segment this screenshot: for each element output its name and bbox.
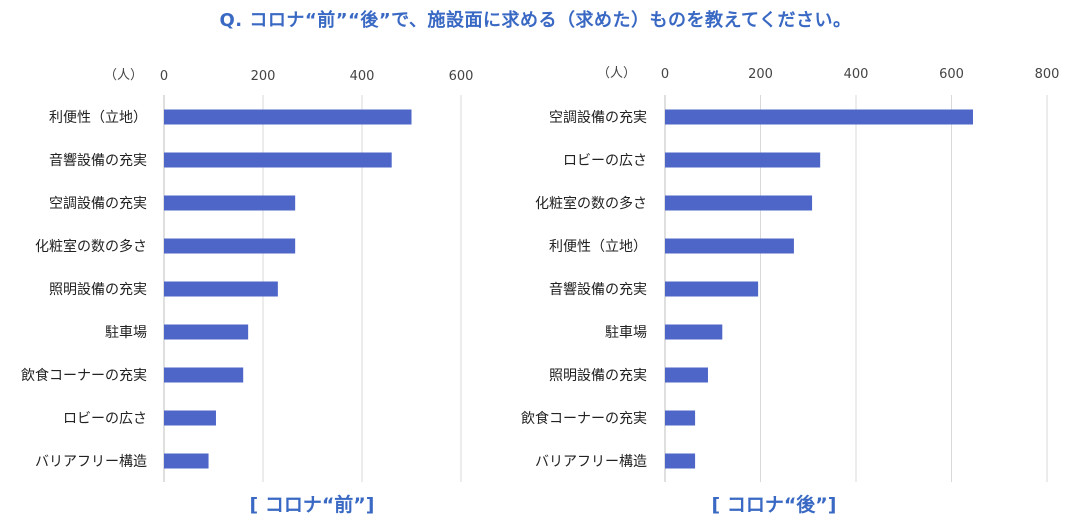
after-tick-label: 800	[1035, 67, 1060, 82]
before-category-label: 利便性（立地）	[49, 110, 147, 126]
chart-subtitle-after: [ コロナ“後”]	[711, 494, 837, 516]
before-category-label: 飲食コーナーの充実	[21, 367, 147, 384]
before-category-label: 空調設備の充実	[49, 196, 147, 212]
after-category-label: 音響設備の充実	[549, 281, 647, 298]
before-bar	[164, 152, 392, 168]
before-bar	[164, 238, 296, 254]
after-tick-label: 400	[844, 67, 869, 82]
chart-subtitle-before: [ コロナ“前”]	[249, 494, 375, 516]
before-bar	[164, 195, 296, 211]
before-category-label: 音響設備の充実	[49, 152, 147, 169]
before-category-label: バリアフリー構造	[35, 454, 147, 470]
before-tick-label: 400	[350, 69, 375, 84]
after-unit-label: （人）	[597, 66, 636, 81]
before-bar	[164, 324, 249, 340]
before-category-label: 化粧室の数の多さ	[35, 238, 147, 255]
before-bar	[164, 410, 216, 426]
after-bar	[665, 238, 794, 254]
after-tick-label: 200	[748, 67, 773, 82]
after-bar	[665, 281, 759, 297]
after-bar	[665, 410, 696, 426]
before-bar	[164, 281, 278, 297]
after-category-label: ロビーの広さ	[563, 153, 647, 169]
after-bar	[665, 453, 696, 469]
after-category-label: 駐車場	[605, 324, 647, 341]
after-category-label: 化粧室の数の多さ	[535, 195, 647, 212]
after-tick-label: 600	[939, 67, 964, 82]
after-category-label: バリアフリー構造	[535, 454, 647, 470]
page-title: Q. コロナ“前”“後”で、施設面に求める（求めた）ものを教えてください。	[219, 10, 852, 31]
after-category-label: 利便性（立地）	[549, 239, 647, 255]
after-bar	[665, 324, 723, 340]
after-bar	[665, 109, 973, 125]
before-category-label: ロビーの広さ	[63, 411, 147, 427]
before-bar	[164, 367, 244, 383]
after-bar	[665, 152, 821, 168]
before-tick-label: 0	[160, 69, 168, 84]
before-bar	[164, 453, 209, 469]
before-unit-label: （人）	[104, 68, 143, 83]
after-category-label: 飲食コーナーの充実	[521, 410, 647, 427]
after-category-label: 空調設備の充実	[549, 110, 647, 126]
before-tick-label: 200	[251, 69, 276, 84]
after-bar	[665, 195, 813, 211]
before-category-label: 駐車場	[105, 324, 147, 341]
after-bar	[665, 367, 708, 383]
after-category-label: 照明設備の充実	[549, 368, 647, 384]
before-category-label: 照明設備の充実	[49, 282, 147, 298]
before-tick-label: 600	[449, 69, 474, 84]
before-bar	[164, 109, 412, 125]
after-tick-label: 0	[661, 67, 669, 82]
